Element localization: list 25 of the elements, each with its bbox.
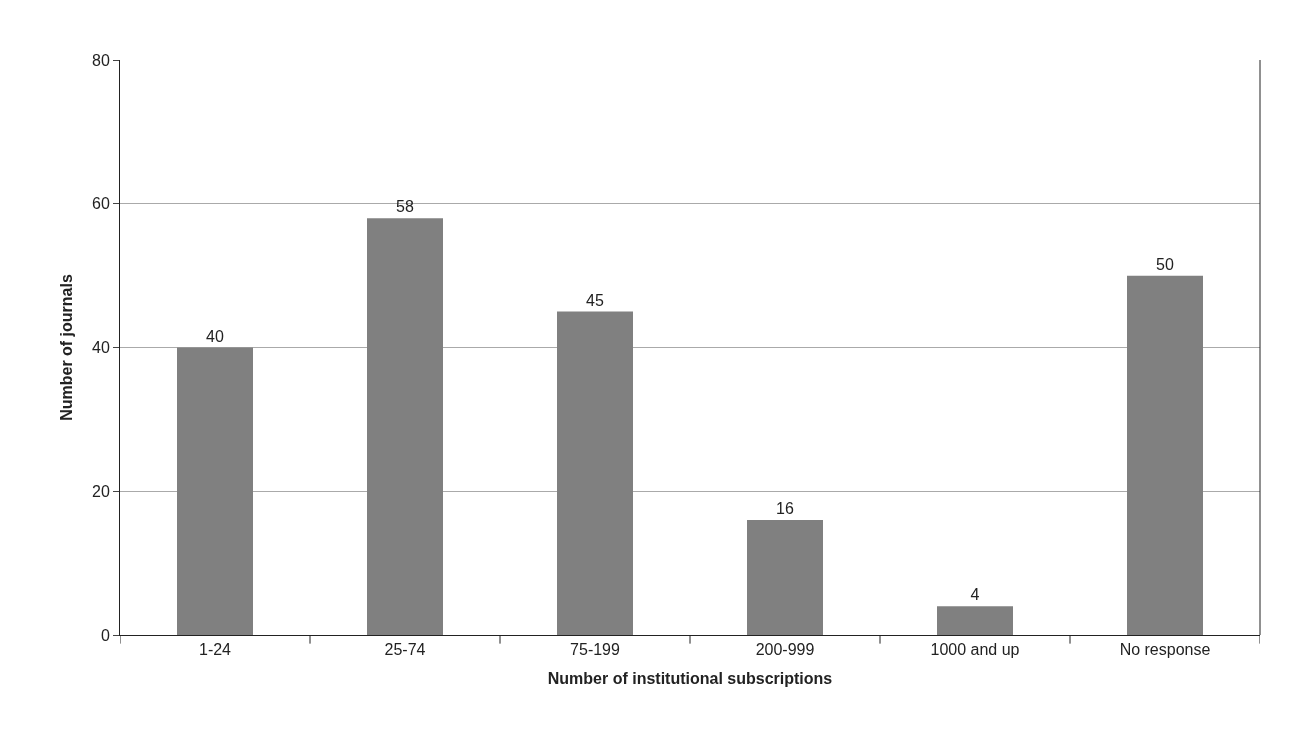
bar	[937, 606, 1013, 635]
data-label: 16	[776, 500, 794, 517]
y-tick-label: 80	[92, 51, 110, 69]
y-axis-title: Number of journals	[57, 274, 75, 421]
data-label: 40	[206, 327, 224, 345]
x-tick-label: 25-74	[384, 641, 426, 659]
x-tick-label: 1000 and up	[930, 641, 1020, 659]
bar	[1127, 275, 1203, 635]
y-tick-label: 20	[92, 482, 110, 500]
data-label: 45	[586, 291, 604, 309]
y-tick-label: 0	[100, 626, 110, 644]
x-tick-label: 1-24	[198, 641, 232, 659]
y-tick-label: 40	[92, 339, 110, 357]
x-tick-label: 75-199	[570, 641, 621, 659]
x-tick-label: No response	[1119, 641, 1211, 659]
data-label: 4	[970, 586, 980, 604]
x-tick-label: 200-999	[755, 641, 815, 659]
bar	[177, 347, 253, 635]
y-tick-label: 60	[92, 195, 110, 213]
bar	[747, 520, 823, 635]
data-label: 50	[1156, 255, 1174, 273]
x-axis-title: Number of institutional subscriptions	[547, 669, 833, 687]
bar	[557, 311, 633, 635]
data-label: 58	[396, 198, 414, 216]
bar	[367, 218, 443, 635]
